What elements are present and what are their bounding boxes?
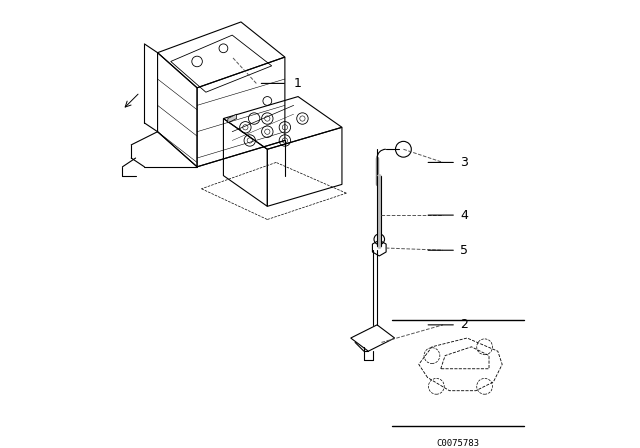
Text: 1: 1: [294, 77, 301, 90]
Text: 2: 2: [461, 319, 468, 332]
Polygon shape: [228, 114, 237, 123]
Text: 5: 5: [461, 244, 468, 257]
Text: 3: 3: [461, 156, 468, 169]
Text: C0075783: C0075783: [436, 439, 480, 448]
Text: 4: 4: [461, 209, 468, 222]
